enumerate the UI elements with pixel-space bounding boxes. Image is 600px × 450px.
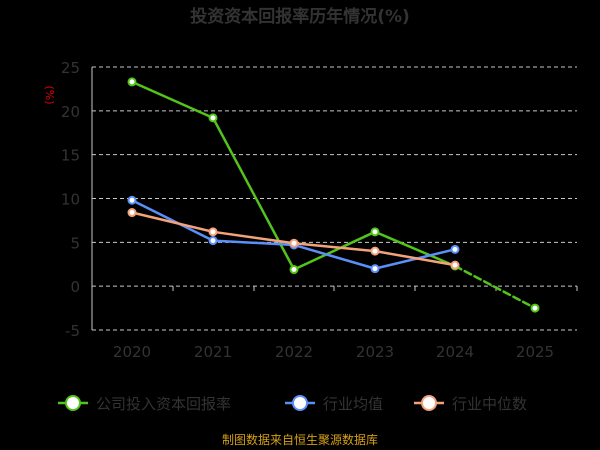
series-1-point bbox=[370, 264, 380, 274]
legend-label-2: 行业中位数 bbox=[452, 395, 527, 413]
y-tick-label: 25 bbox=[61, 59, 80, 77]
series-2 bbox=[127, 208, 460, 270]
series-0-segment bbox=[292, 230, 377, 271]
y-tick-label: 10 bbox=[61, 191, 80, 209]
legend-marker-1 bbox=[292, 395, 308, 411]
y-tick-label: 0 bbox=[70, 278, 80, 296]
legend: 公司投入资本回报率 行业均值 行业中位数 bbox=[58, 395, 527, 413]
legend-marker-2 bbox=[421, 395, 437, 411]
series-0-point bbox=[289, 265, 299, 275]
series-1-point bbox=[127, 195, 137, 205]
series-1 bbox=[127, 195, 460, 274]
y-tick-label: 20 bbox=[61, 103, 80, 121]
series-0-segment bbox=[130, 80, 215, 120]
series-0-point bbox=[127, 77, 137, 87]
x-tick-label: 2022 bbox=[275, 343, 313, 361]
series-2-segment bbox=[292, 241, 377, 253]
series-lines bbox=[127, 77, 540, 313]
legend-label-0: 公司投入资本回报率 bbox=[96, 395, 231, 413]
series-2-point bbox=[370, 246, 380, 256]
x-tick-label: 2021 bbox=[194, 343, 232, 361]
legend-label-1: 行业均值 bbox=[323, 395, 383, 413]
series-2-segment bbox=[373, 249, 457, 267]
x-axis-ticks: 2020 2021 2022 2023 2024 2025 bbox=[113, 343, 554, 361]
series-0-segment bbox=[453, 264, 537, 310]
x-tick-label: 2025 bbox=[516, 343, 554, 361]
series-0-segment bbox=[211, 116, 296, 271]
chart-title: 投资资本回报率历年情况(%) bbox=[190, 6, 410, 27]
legend-marker-0 bbox=[65, 395, 81, 411]
x-tick-label: 2024 bbox=[436, 343, 474, 361]
y-axis-ticks: 25 20 15 10 5 0 -5 bbox=[61, 59, 80, 340]
series-0-segment bbox=[373, 230, 457, 268]
series-0-point bbox=[370, 227, 380, 237]
y-tick-label: 15 bbox=[61, 147, 80, 165]
series-1-point bbox=[450, 244, 460, 254]
gridlines bbox=[91, 66, 578, 331]
y-axis-unit-label: (%) bbox=[43, 85, 56, 104]
series-2-point bbox=[127, 208, 137, 218]
x-tick-label: 2023 bbox=[356, 343, 394, 361]
series-1-segment bbox=[292, 243, 377, 270]
series-0-point bbox=[530, 303, 540, 313]
series-1-segment bbox=[130, 199, 215, 242]
series-2-point bbox=[450, 260, 460, 270]
series-2-point bbox=[208, 227, 218, 237]
x-tick-label: 2020 bbox=[113, 343, 151, 361]
series-0 bbox=[127, 77, 540, 313]
series-0-point bbox=[208, 113, 218, 123]
series-1-point bbox=[208, 236, 218, 246]
series-2-segment bbox=[211, 230, 296, 245]
y-tick-label: 5 bbox=[70, 234, 80, 252]
series-2-point bbox=[289, 238, 299, 248]
source-note: 制图数据来自恒生聚源数据库 bbox=[222, 432, 378, 447]
series-1-segment bbox=[211, 239, 296, 247]
series-2-segment bbox=[130, 211, 215, 234]
y-tick-label: -5 bbox=[65, 322, 80, 340]
